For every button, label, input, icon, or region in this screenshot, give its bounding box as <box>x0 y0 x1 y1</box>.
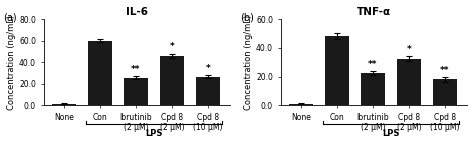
Text: *: * <box>407 45 411 54</box>
Title: IL-6: IL-6 <box>126 7 148 17</box>
Text: LPS: LPS <box>382 129 400 138</box>
Text: **: ** <box>368 60 378 69</box>
Text: **: ** <box>131 65 141 74</box>
Text: *: * <box>206 64 210 73</box>
Bar <box>52 104 75 105</box>
Bar <box>361 73 384 105</box>
Text: *: * <box>170 42 174 51</box>
Bar <box>196 77 219 105</box>
Bar <box>325 36 348 105</box>
Text: (b): (b) <box>240 12 254 22</box>
Bar <box>289 104 312 105</box>
Bar <box>433 79 456 105</box>
Title: TNF-α: TNF-α <box>357 7 391 17</box>
Text: (a): (a) <box>3 12 16 22</box>
Bar <box>124 78 147 105</box>
Text: LPS: LPS <box>145 129 163 138</box>
Bar <box>160 56 183 105</box>
Text: **: ** <box>440 66 450 75</box>
Y-axis label: Concentration (ng/mL): Concentration (ng/mL) <box>7 15 16 110</box>
Bar <box>397 59 420 105</box>
Y-axis label: Concentration (ng/mL): Concentration (ng/mL) <box>244 15 253 110</box>
Bar <box>88 41 111 105</box>
